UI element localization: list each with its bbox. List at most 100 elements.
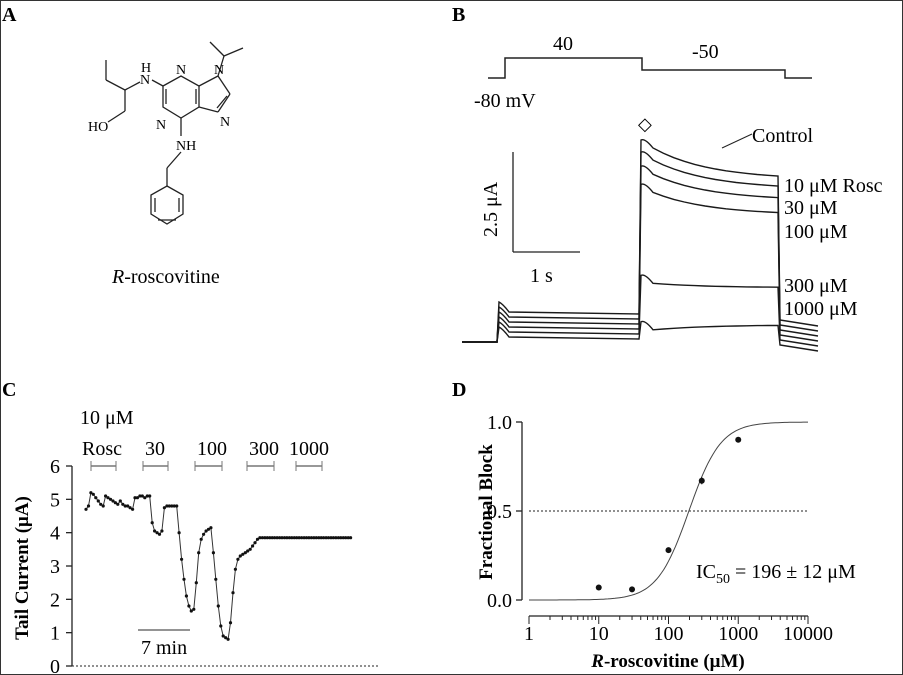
peak-marker: ◇ [638, 114, 652, 134]
tail-current-point [336, 536, 340, 540]
panel-d-axis: 0.0 0.5 1.0 1 10 100 1000 10000 [487, 412, 833, 645]
panel-d-ylabel: Fractional Block [476, 444, 497, 580]
tail-current-point [153, 529, 157, 533]
tail-current-point [121, 502, 125, 506]
tail-current-point [202, 532, 206, 536]
tail-current-point [148, 494, 152, 498]
block-data-point [698, 477, 705, 484]
panel-c-axis: 0 1 2 3 4 5 6 [50, 456, 73, 675]
application-bars: Rosc 30 100 300 1000 [82, 438, 329, 471]
tail-current-point [282, 536, 287, 540]
panel-c-ytick-label: 0 [50, 656, 60, 675]
tail-current-point [236, 557, 240, 561]
tail-current-point [309, 536, 313, 540]
protocol-step2-label: -50 [692, 41, 719, 63]
trace-5 [462, 320, 819, 352]
panel-d-xtick-label: 10 [589, 623, 609, 645]
tail-current-point [143, 496, 147, 500]
tail-current-point [334, 536, 338, 540]
application-bar-label: 1000 [289, 438, 329, 460]
atom-ring-n1: N [176, 63, 186, 78]
panel-d-letter: D [452, 379, 466, 401]
tail-current-point [268, 536, 272, 540]
panel-c-letter: C [2, 379, 16, 401]
ic50-prefix: IC [696, 561, 716, 583]
ic50-sub: 50 [716, 572, 730, 587]
tail-current-point [206, 527, 211, 531]
panel-d-xlabel-rest: -roscovitine (μM) [604, 651, 745, 672]
tail-current-point [226, 637, 230, 641]
tail-current-point [322, 536, 326, 540]
tail-current-point [287, 536, 291, 540]
control-pointer-line [721, 133, 753, 149]
tail-current-point [197, 551, 201, 555]
panel-d-ytick-label: 0.0 [487, 590, 512, 612]
tail-current-point [258, 536, 262, 540]
atom-nh1-n: N [140, 73, 150, 88]
trace-3 [462, 183, 819, 343]
tail-current-point [339, 536, 343, 540]
tail-current-point [192, 607, 196, 611]
atom-ring-n4: N [220, 115, 230, 130]
tail-current-point [255, 537, 260, 541]
tail-current-point [140, 494, 144, 498]
atom-ring-n2: N [214, 63, 224, 78]
tail-current-point [204, 529, 208, 533]
tail-current-point [221, 634, 225, 638]
compound-caption-italic: R [111, 266, 124, 288]
voltage-protocol [488, 57, 812, 79]
tail-current-point [326, 536, 331, 540]
tail-current-point [265, 536, 269, 540]
compound-caption: R-roscovitine [111, 266, 220, 288]
block-data-point [735, 436, 742, 443]
tail-current-point [270, 536, 274, 540]
tail-current-point [199, 537, 203, 541]
tail-current-point [135, 496, 139, 500]
tail-current-point [317, 536, 321, 540]
tail-current-point [295, 536, 299, 540]
tail-current-point [324, 536, 328, 540]
panel-c-plot [72, 491, 380, 667]
tail-current-point [224, 636, 228, 640]
time-scale-label: 7 min [141, 637, 187, 659]
trace-labels: Control 10 μM Rosc 30 μM 100 μM 300 μM 1… [752, 125, 883, 320]
panel-d-plot [529, 421, 808, 601]
scale-bars: 2.5 μA 1 s [480, 152, 580, 287]
tail-current-point [307, 536, 311, 540]
panel-b: B 40 -50 -80 mV ◇ 2.5 μA 1 s Control 10 … [452, 4, 883, 352]
tail-current-point [162, 506, 166, 510]
atom-nh2: NH [176, 139, 196, 154]
tail-current-point [312, 536, 316, 540]
panel-c-ytick-label: 4 [50, 523, 60, 545]
panel-c-ytick-label: 1 [50, 623, 60, 645]
tail-current-point [216, 604, 220, 608]
tail-current-point [99, 502, 103, 506]
tail-current-point [275, 536, 279, 540]
ic50-annotation: IC50 = 196 ± 12 μM [696, 561, 856, 587]
tail-current-point [86, 504, 91, 508]
scale-x-label: 1 s [530, 265, 553, 287]
tail-current-point [84, 507, 88, 511]
tail-current-point [118, 499, 122, 503]
panel-d-xtick-label: 1000 [718, 623, 758, 645]
application-bar-label: 100 [197, 438, 227, 460]
panel-a: A [2, 4, 244, 288]
tail-current-point [101, 504, 105, 508]
tail-current-point [246, 549, 250, 553]
application-bar-label: Rosc [82, 438, 122, 460]
tail-current-point [89, 491, 93, 495]
panel-d-xtick-label: 100 [654, 623, 684, 645]
tail-current-point [189, 609, 193, 613]
application-bar-label: 30 [145, 438, 165, 460]
block-data-point [629, 586, 636, 593]
tail-current-point [319, 536, 323, 540]
panel-d-xtick-label: 10000 [783, 623, 833, 645]
trace-2 [462, 165, 819, 343]
tail-current-point [145, 494, 149, 498]
tail-current-point [341, 536, 345, 540]
panel-d-xlabel-italic: R [590, 651, 604, 672]
panel-c-ytick-label: 6 [50, 456, 60, 478]
tail-current-point [278, 536, 282, 540]
tail-current-point [209, 526, 213, 530]
